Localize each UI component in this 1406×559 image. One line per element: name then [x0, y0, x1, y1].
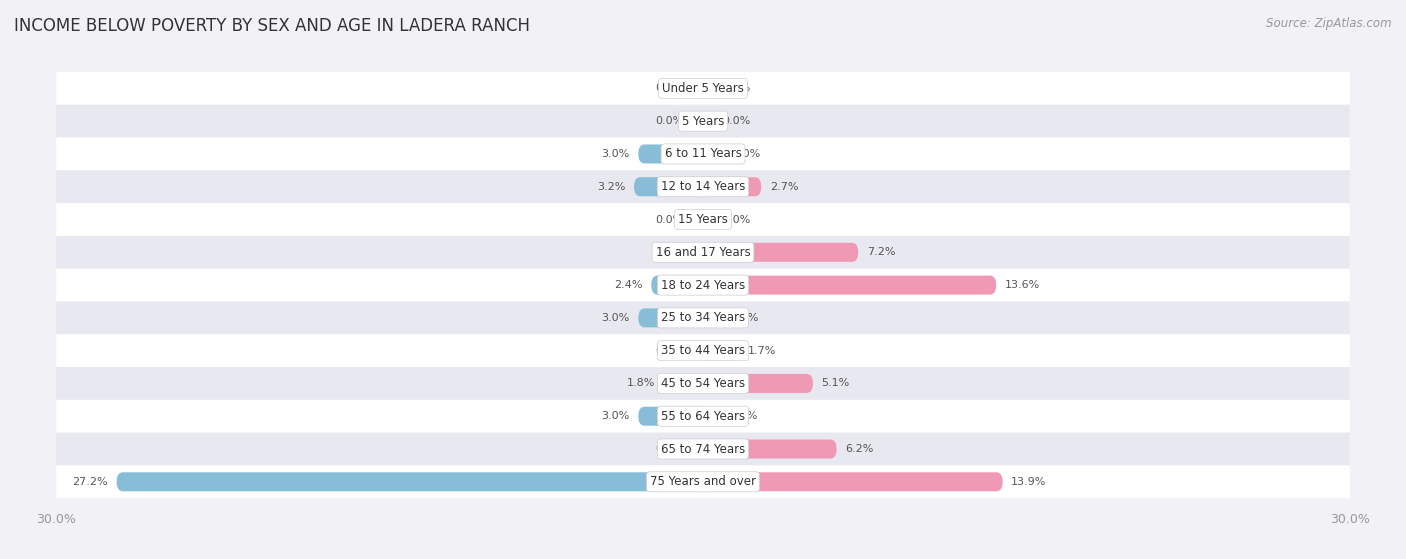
Legend: Male, Female: Male, Female	[638, 556, 768, 559]
FancyBboxPatch shape	[117, 472, 703, 491]
FancyBboxPatch shape	[56, 269, 1350, 301]
FancyBboxPatch shape	[692, 79, 703, 98]
FancyBboxPatch shape	[56, 203, 1350, 236]
Text: 13.9%: 13.9%	[1011, 477, 1046, 487]
FancyBboxPatch shape	[703, 79, 714, 98]
FancyBboxPatch shape	[692, 112, 703, 131]
FancyBboxPatch shape	[703, 374, 813, 393]
FancyBboxPatch shape	[692, 341, 703, 360]
Text: 0.0%: 0.0%	[655, 83, 683, 93]
Text: 0.26%: 0.26%	[723, 411, 758, 421]
Text: 0.54%: 0.54%	[723, 313, 759, 323]
Text: 35 to 44 Years: 35 to 44 Years	[661, 344, 745, 357]
Text: 27.2%: 27.2%	[72, 477, 108, 487]
Text: 6.2%: 6.2%	[845, 444, 873, 454]
FancyBboxPatch shape	[56, 138, 1350, 170]
Text: INCOME BELOW POVERTY BY SEX AND AGE IN LADERA RANCH: INCOME BELOW POVERTY BY SEX AND AGE IN L…	[14, 17, 530, 35]
FancyBboxPatch shape	[56, 170, 1350, 203]
Text: 18 to 24 Years: 18 to 24 Years	[661, 278, 745, 292]
FancyBboxPatch shape	[703, 144, 724, 163]
Text: 5 Years: 5 Years	[682, 115, 724, 127]
Text: 3.0%: 3.0%	[602, 149, 630, 159]
FancyBboxPatch shape	[56, 301, 1350, 334]
FancyBboxPatch shape	[703, 177, 761, 196]
FancyBboxPatch shape	[703, 210, 714, 229]
FancyBboxPatch shape	[703, 439, 837, 458]
Text: 65 to 74 Years: 65 to 74 Years	[661, 443, 745, 456]
FancyBboxPatch shape	[56, 334, 1350, 367]
FancyBboxPatch shape	[703, 309, 714, 328]
Text: Source: ZipAtlas.com: Source: ZipAtlas.com	[1267, 17, 1392, 30]
Text: 0.0%: 0.0%	[655, 444, 683, 454]
FancyBboxPatch shape	[692, 439, 703, 458]
FancyBboxPatch shape	[56, 236, 1350, 269]
FancyBboxPatch shape	[703, 112, 714, 131]
Text: 7.2%: 7.2%	[868, 247, 896, 257]
Text: Under 5 Years: Under 5 Years	[662, 82, 744, 95]
FancyBboxPatch shape	[703, 472, 1002, 491]
Text: 5.1%: 5.1%	[821, 378, 849, 389]
Text: 0.0%: 0.0%	[723, 116, 751, 126]
Text: 15 Years: 15 Years	[678, 213, 728, 226]
FancyBboxPatch shape	[56, 105, 1350, 138]
FancyBboxPatch shape	[56, 400, 1350, 433]
FancyBboxPatch shape	[703, 407, 714, 426]
Text: 45 to 54 Years: 45 to 54 Years	[661, 377, 745, 390]
FancyBboxPatch shape	[692, 243, 703, 262]
Text: 75 Years and over: 75 Years and over	[650, 475, 756, 489]
Text: 0.0%: 0.0%	[655, 247, 683, 257]
FancyBboxPatch shape	[638, 407, 703, 426]
Text: 3.2%: 3.2%	[598, 182, 626, 192]
Text: 25 to 34 Years: 25 to 34 Years	[661, 311, 745, 324]
FancyBboxPatch shape	[664, 374, 703, 393]
Text: 2.7%: 2.7%	[770, 182, 799, 192]
FancyBboxPatch shape	[638, 309, 703, 328]
FancyBboxPatch shape	[703, 276, 997, 295]
Text: 0.0%: 0.0%	[655, 116, 683, 126]
Text: 55 to 64 Years: 55 to 64 Years	[661, 410, 745, 423]
FancyBboxPatch shape	[703, 243, 858, 262]
Text: 6 to 11 Years: 6 to 11 Years	[665, 148, 741, 160]
FancyBboxPatch shape	[56, 433, 1350, 466]
Text: 1.7%: 1.7%	[748, 345, 776, 356]
Text: 2.4%: 2.4%	[614, 280, 643, 290]
FancyBboxPatch shape	[56, 367, 1350, 400]
FancyBboxPatch shape	[703, 341, 740, 360]
Text: 13.6%: 13.6%	[1005, 280, 1040, 290]
Text: 0.0%: 0.0%	[655, 215, 683, 225]
Text: 0.0%: 0.0%	[723, 83, 751, 93]
Text: 0.0%: 0.0%	[723, 215, 751, 225]
Text: 12 to 14 Years: 12 to 14 Years	[661, 180, 745, 193]
Text: 0.0%: 0.0%	[655, 345, 683, 356]
FancyBboxPatch shape	[651, 276, 703, 295]
Text: 1.0%: 1.0%	[733, 149, 762, 159]
FancyBboxPatch shape	[638, 144, 703, 163]
FancyBboxPatch shape	[56, 72, 1350, 105]
FancyBboxPatch shape	[56, 466, 1350, 498]
Text: 3.0%: 3.0%	[602, 313, 630, 323]
FancyBboxPatch shape	[634, 177, 703, 196]
Text: 3.0%: 3.0%	[602, 411, 630, 421]
FancyBboxPatch shape	[692, 210, 703, 229]
Text: 16 and 17 Years: 16 and 17 Years	[655, 246, 751, 259]
Text: 1.8%: 1.8%	[627, 378, 655, 389]
